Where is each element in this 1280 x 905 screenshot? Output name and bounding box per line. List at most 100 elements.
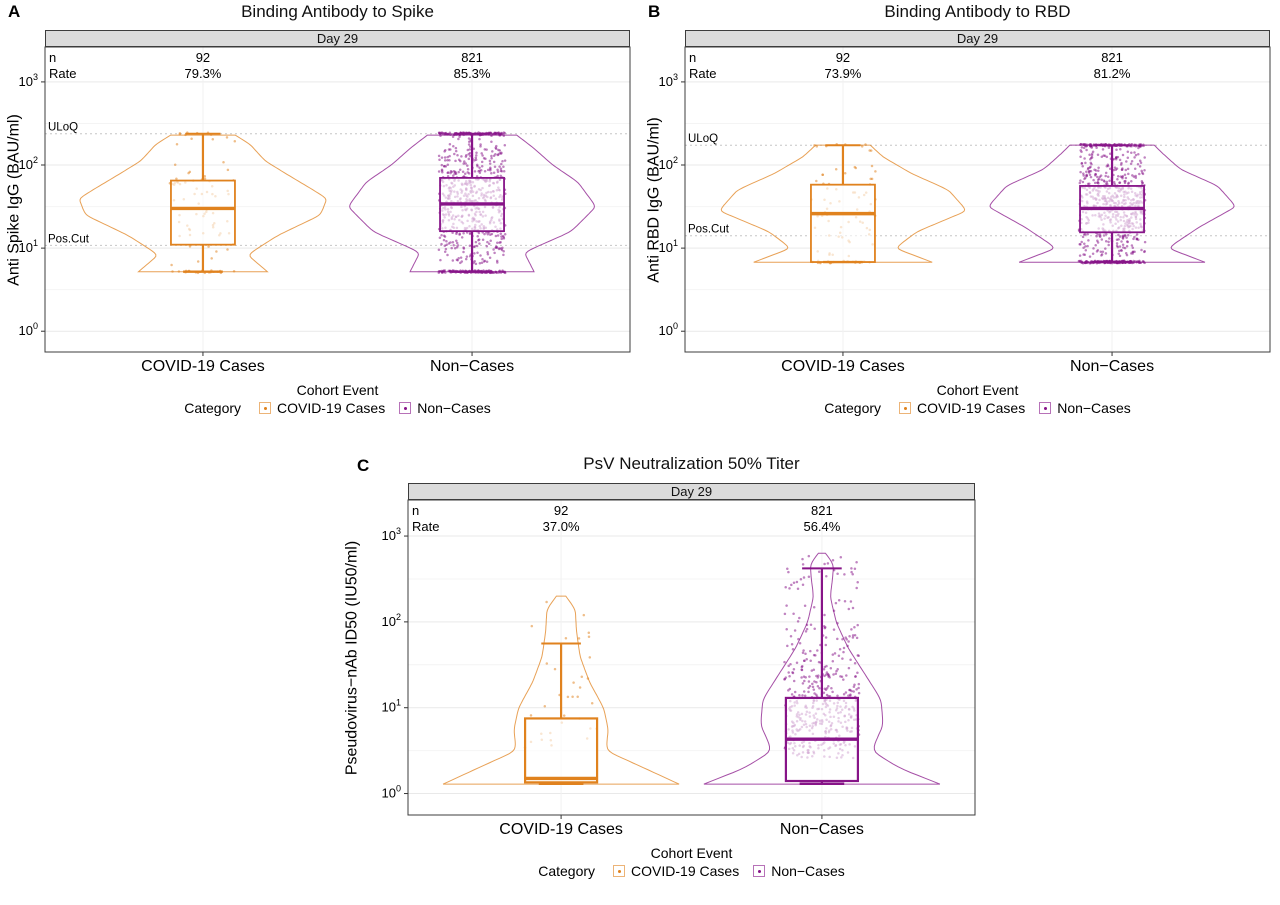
group-rate-value: 81.2% (1093, 66, 1131, 81)
violin-outline (703, 552, 941, 785)
group-n-value: 821 (461, 50, 483, 65)
legend-item-non-cases: Non−Cases (1039, 400, 1131, 416)
ref-line-label: ULoQ (48, 122, 78, 134)
y-tick-label: 103 (382, 526, 401, 543)
legend-title: Category (184, 400, 242, 416)
ref-line-label: ULoQ (688, 133, 718, 145)
legend-key-non-cases-icon (399, 402, 412, 414)
annotation-rate-label: Rate (49, 66, 77, 81)
facet-label: Day 29 (956, 31, 999, 46)
violin-outline (79, 134, 327, 273)
legend-item-non-cases: Non−Cases (399, 400, 491, 416)
y-tick-label: 102 (382, 612, 401, 629)
reference-lines: ULoQ Pos.Cut (45, 122, 630, 246)
panel-title: Binding Antibody to Spike (241, 2, 434, 21)
gridlines (685, 47, 1270, 352)
group-rate-value: 37.0% (542, 519, 580, 534)
x-tick-label-non-cases: Non−Cases (1070, 358, 1155, 375)
group-n-value: 92 (195, 50, 211, 65)
legend-label: COVID-19 Cases (917, 400, 1026, 416)
group-non-cases (989, 142, 1235, 265)
plot-border (407, 499, 976, 816)
y-axis-label: Anti RBD IgG (BAU/ml) (645, 116, 662, 283)
box (523, 717, 599, 784)
box (170, 179, 236, 246)
facet-label: Day 29 (316, 31, 359, 46)
legend-item-covid-cases: COVID-19 Cases (613, 863, 739, 879)
x-axis-title: Cohort Event (936, 382, 1019, 398)
y-axis-label: Pseudovirus−nAb ID50 (IU50/ml) (343, 540, 360, 775)
legend-item-covid-cases: COVID-19 Cases (899, 400, 1025, 416)
group-n-value: 92 (835, 50, 851, 65)
legend-key-covid-cases-icon (613, 865, 626, 877)
gridlines (45, 47, 630, 352)
panel-title: PsV Neutralization 50% Titer (583, 454, 800, 473)
panel-letter: C (357, 456, 370, 475)
group-rate-value: 56.4% (803, 519, 841, 534)
group-non-cases (349, 131, 595, 275)
legend-item-covid-cases: COVID-19 Cases (259, 400, 385, 416)
group-n-value: 92 (553, 503, 569, 518)
x-axis-title: Cohort Event (650, 845, 733, 861)
annotation-rate-label: Rate (412, 519, 440, 534)
x-tick-label-covid-cases: COVID-19 Cases (781, 358, 905, 375)
legend-label: COVID-19 Cases (277, 400, 386, 416)
violin-outline (442, 595, 680, 785)
facet-strip: Day 29 (408, 483, 975, 500)
panel-c-psv-neutralization: 100 101 102 103 C PsV Neutralization 50% Ti… (330, 450, 990, 890)
panel-b-binding-rbd: ULoQ Pos.Cut 100 101 102 103 B Binding Antibo… (640, 0, 1280, 430)
x-tick-label-covid-cases: COVID-19 Cases (499, 821, 623, 838)
group-rate-value: 73.9% (824, 66, 862, 81)
ref-line-label: Pos.Cut (48, 233, 90, 245)
y-tick-label: 100 (382, 784, 401, 801)
legend: Category COVID-19 Cases Non−Cases (45, 400, 630, 416)
plot-area-c: 100 101 102 103 (382, 499, 976, 819)
legend-key-covid-cases-icon (259, 402, 272, 414)
legend-key-covid-cases-icon (899, 402, 912, 414)
group-covid-cases (442, 595, 680, 785)
legend-title: Category (538, 863, 596, 879)
x-tick-label-covid-cases: COVID-19 Cases (141, 358, 265, 375)
group-rate-value: 85.3% (453, 66, 491, 81)
legend-title: Category (824, 400, 882, 416)
group-covid-cases (720, 143, 966, 265)
ref-line-label: Pos.Cut (688, 224, 730, 236)
panel-letter: A (8, 2, 21, 21)
legend-key-non-cases-icon (753, 865, 766, 877)
plot-border (44, 46, 631, 353)
annotation-n-label: n (412, 503, 420, 518)
panel-letter: B (648, 2, 661, 21)
group-non-cases (703, 552, 941, 785)
x-tick-label-non-cases: Non−Cases (779, 821, 864, 838)
facet-strip: Day 29 (685, 30, 1270, 47)
panel-title: Binding Antibody to RBD (884, 2, 1071, 21)
group-rate-value: 79.3% (184, 66, 222, 81)
violin-outline (349, 134, 595, 273)
gridlines (408, 500, 975, 815)
annotation-n-label: n (49, 50, 57, 65)
plot-border (684, 46, 1271, 353)
group-covid-cases (79, 131, 327, 275)
legend-label: COVID-19 Cases (631, 863, 740, 879)
annotation-n-label: n (689, 50, 697, 65)
legend-label: Non−Cases (1057, 400, 1131, 416)
legend-item-non-cases: Non−Cases (753, 863, 845, 879)
legend-label: Non−Cases (771, 863, 845, 879)
y-axis-label: Anti Spike IgG (BAU/ml) (5, 113, 22, 286)
violin-outline (989, 144, 1235, 263)
facet-label: Day 29 (670, 484, 713, 499)
facet-strip: Day 29 (45, 30, 630, 47)
legend-key-non-cases-icon (1039, 402, 1052, 414)
y-tick-label: 101 (382, 698, 401, 715)
panel-a-binding-spike: ULoQ Pos.Cut 100 101 102 103 A Binding Antibo… (0, 0, 640, 430)
axis-ticks: 100 101 102 103 (382, 526, 823, 819)
x-tick-label-non-cases: Non−Cases (430, 358, 515, 375)
x-axis-title: Cohort Event (296, 382, 379, 398)
box (810, 183, 876, 263)
reference-lines: ULoQ Pos.Cut (685, 133, 1270, 237)
legend: Category COVID-19 Cases Non−Cases (408, 863, 975, 879)
